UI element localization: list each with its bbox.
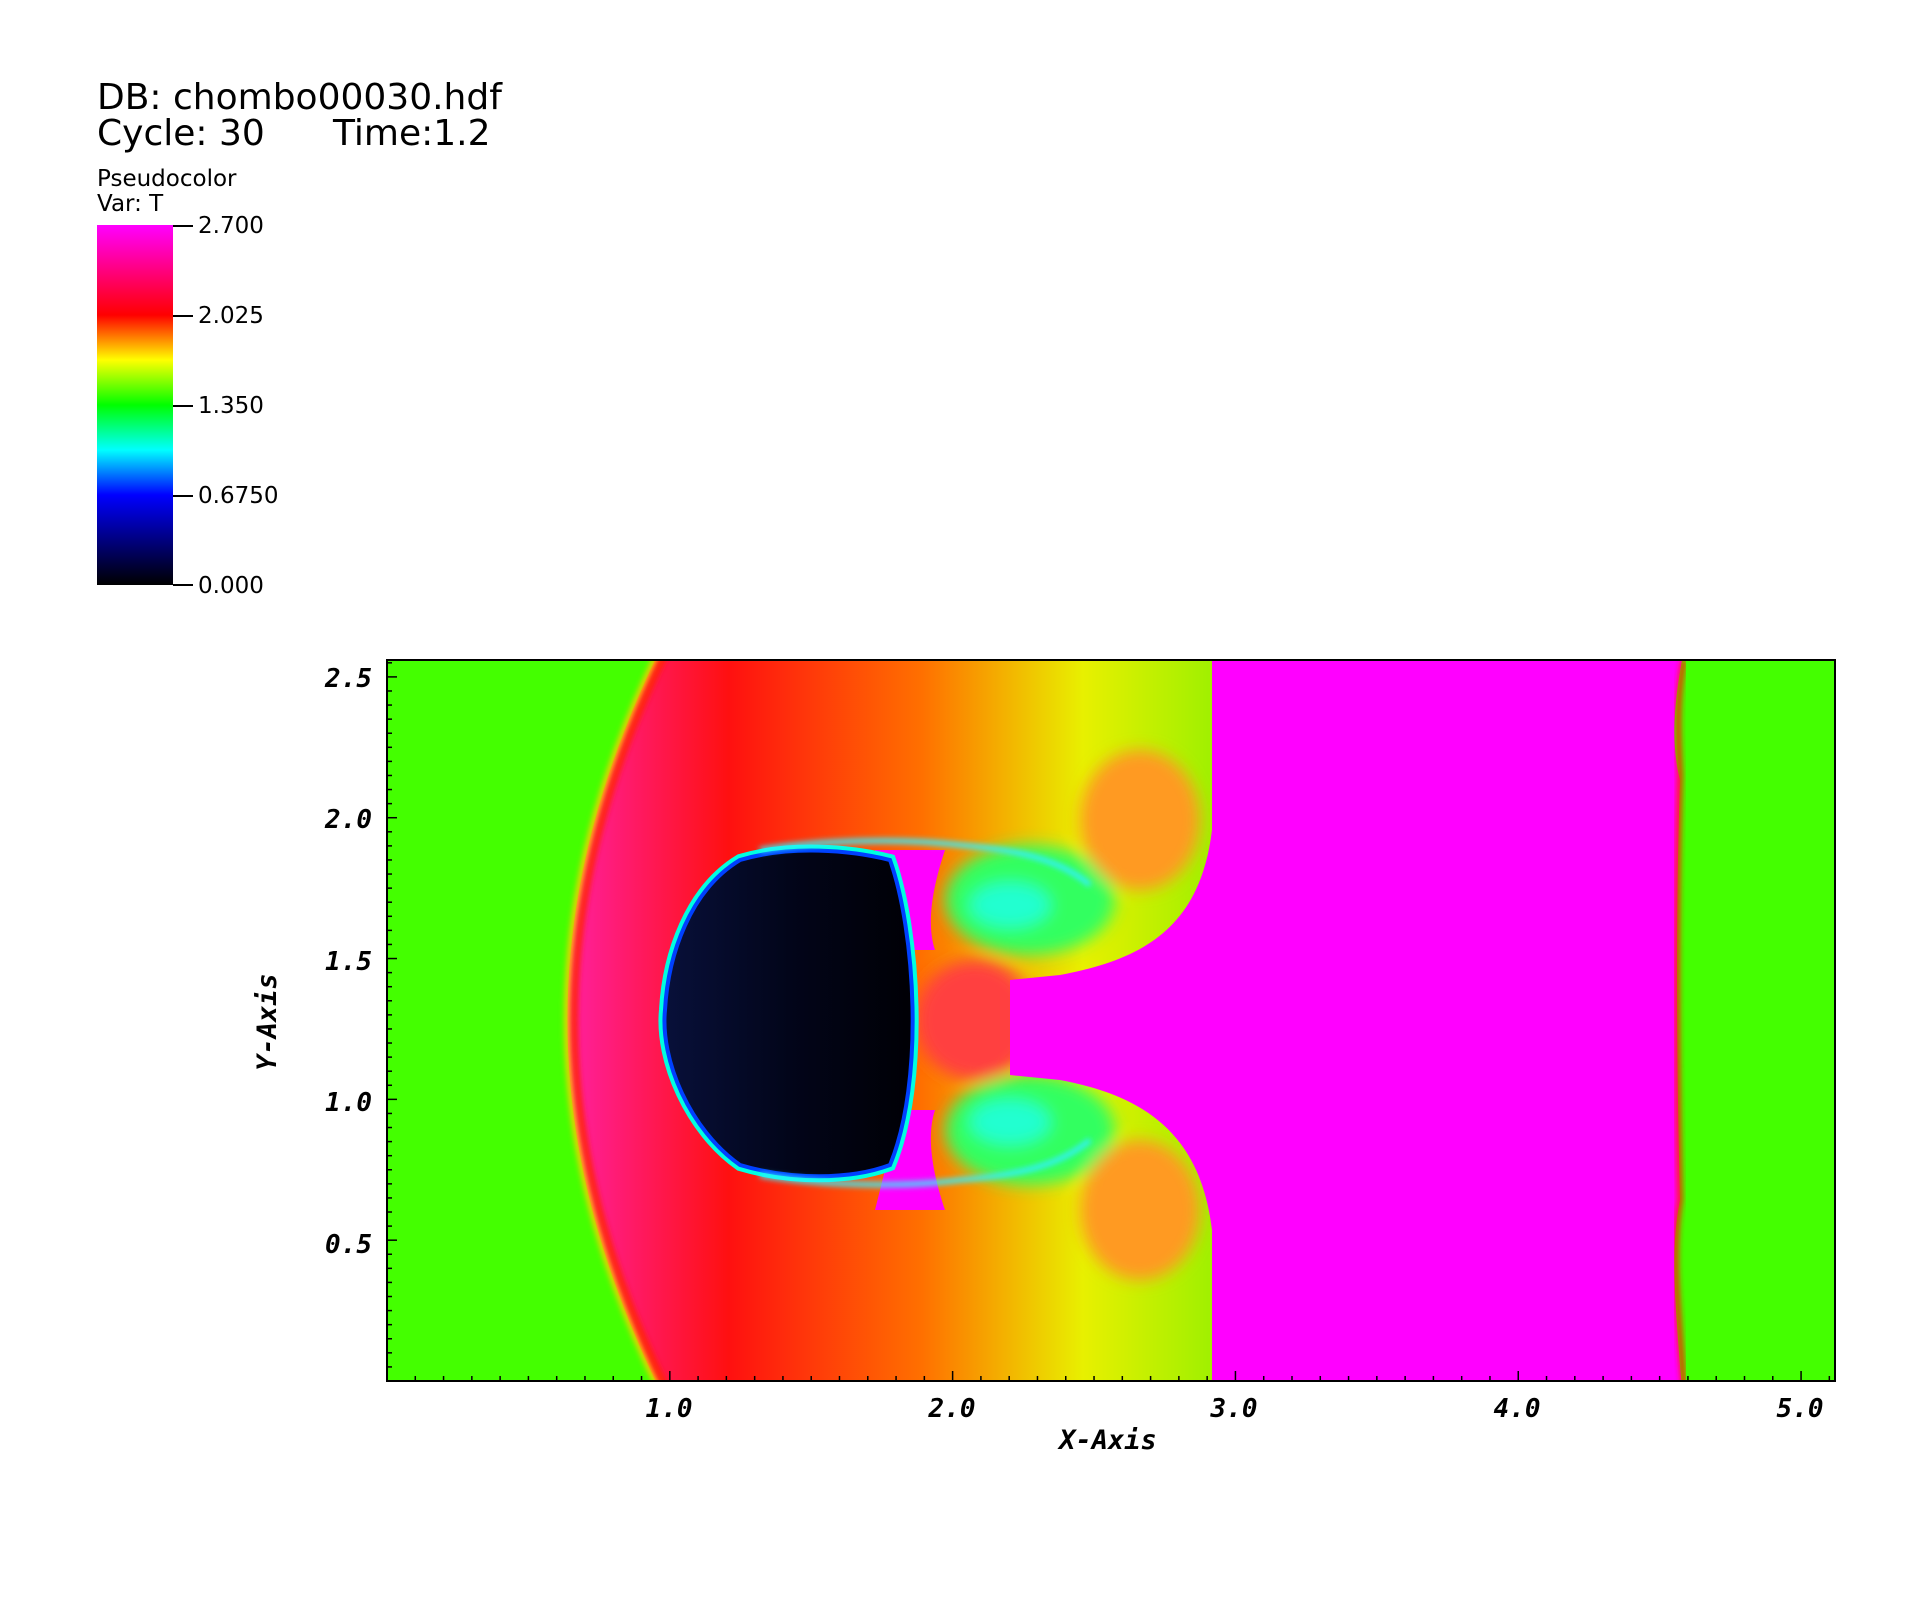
lower-interface bbox=[759, 1138, 1092, 1188]
transmitted-shock-front bbox=[1673, 660, 1687, 1381]
legend-variable: Var: T bbox=[97, 191, 164, 217]
x-axis-ticks bbox=[414, 1371, 1831, 1381]
color-legend-bar bbox=[97, 225, 173, 585]
plot-field bbox=[387, 660, 1835, 1381]
x-tick-label: 5.0 bbox=[1777, 1394, 1824, 1424]
cycle-time-line: Cycle: 30 Time:1.2 bbox=[97, 113, 490, 154]
bow-shock-front bbox=[564, 660, 660, 1381]
database-label: DB: chombo00030.hdf bbox=[97, 77, 502, 118]
y-tick-label: 2.0 bbox=[324, 805, 372, 835]
x-tick-label: 3.0 bbox=[1210, 1394, 1258, 1424]
colorbar-label-max: 2.700 bbox=[198, 213, 264, 239]
y-tick-label: 0.5 bbox=[325, 1230, 372, 1260]
y-tick-label: 2.5 bbox=[324, 664, 372, 694]
colorbar-label: 0.6750 bbox=[198, 483, 279, 509]
cold-bubble bbox=[662, 848, 915, 1179]
colorbar-tick bbox=[173, 225, 193, 227]
colorbar-tick bbox=[173, 405, 193, 407]
x-tick-label: 2.0 bbox=[928, 1394, 976, 1424]
hot-region bbox=[1010, 660, 1682, 1381]
cycle-label: Cycle: 30 bbox=[97, 113, 265, 154]
y-axis-ticks bbox=[387, 662, 397, 1368]
upper-interface bbox=[759, 838, 1092, 887]
y-tick-label: 1.5 bbox=[325, 947, 372, 977]
colorbar-tick bbox=[173, 495, 193, 497]
x-tick-label: 1.0 bbox=[646, 1394, 693, 1424]
colorbar-label: 2.025 bbox=[198, 303, 264, 329]
colorbar-tick bbox=[173, 584, 193, 586]
y-tick-label: 1.0 bbox=[325, 1088, 372, 1118]
x-tick-label: 4.0 bbox=[1494, 1394, 1541, 1424]
time-label: Time:1.2 bbox=[333, 113, 491, 154]
colorbar-label: 1.350 bbox=[198, 393, 264, 419]
x-axis-title: X-Axis bbox=[1057, 1425, 1157, 1456]
colorbar-tick bbox=[173, 315, 193, 317]
legend-plot-type: Pseudocolor bbox=[97, 166, 237, 192]
colorbar-label-min: 0.000 bbox=[198, 573, 264, 599]
plot-frame bbox=[386, 659, 1836, 1382]
y-axis-title: Y-Axis bbox=[252, 973, 283, 1071]
